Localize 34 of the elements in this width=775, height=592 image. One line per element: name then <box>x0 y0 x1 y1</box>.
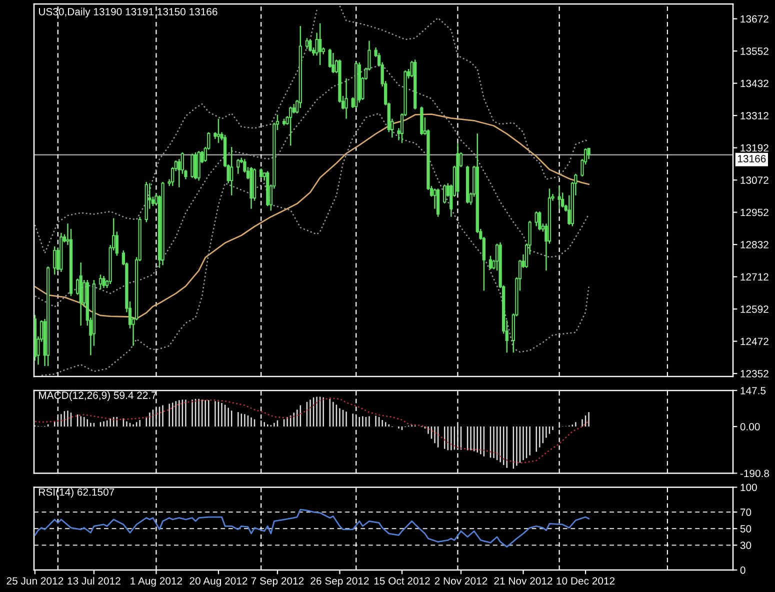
chart-title: US30,Daily 13190 13191 13150 13166 <box>39 8 218 18</box>
y-tick-label: -190.8 <box>740 470 770 478</box>
y-tick-label: 13552 <box>740 48 768 55</box>
y-tick-label: 13432 <box>740 80 768 88</box>
y-tick-label: 13072 <box>740 176 768 184</box>
y-tick-label: 13312 <box>740 112 768 120</box>
y-tick-label: 147.5 <box>740 387 766 394</box>
y-tick-label: 30 <box>740 542 752 550</box>
y-tick-label: 12472 <box>740 338 768 346</box>
x-tick-label: 1 Aug 2012 <box>130 577 182 587</box>
x-tick-label: 20 Aug 2012 <box>190 577 248 587</box>
y-tick-label: 100 <box>740 484 757 492</box>
x-tick-label: 2 Nov 2012 <box>434 577 488 585</box>
y-tick-label: 12592 <box>740 306 768 313</box>
y-tick-label: 70 <box>740 508 752 516</box>
y-tick-label: 13672 <box>740 15 768 23</box>
x-tick-label: 21 Nov 2012 <box>494 577 552 585</box>
chart-title: RSI(14) 62.1507 <box>39 488 114 498</box>
x-tick-label: 10 Dec 2012 <box>556 577 615 585</box>
y-tick-label: 0 <box>740 566 746 574</box>
y-tick-label: 12952 <box>740 208 768 216</box>
x-tick-label: 15 Oct 2012 <box>374 577 430 585</box>
y-tick-label: 12352 <box>740 370 768 378</box>
y-tick-label: 12832 <box>740 241 768 248</box>
y-tick-label: 12712 <box>740 273 768 281</box>
x-tick-label: 26 Sep 2012 <box>310 577 369 587</box>
chart-title: MACD(12,26,9) 59.4 22.7 <box>39 391 156 401</box>
y-tick-label: 13192 <box>740 144 768 152</box>
x-tick-label: 13 Jul 2012 <box>68 576 120 585</box>
x-tick-label: 7 Sep 2012 <box>251 577 304 587</box>
ref-line-label: 13166 <box>738 155 766 162</box>
y-tick-label: 50 <box>740 525 752 532</box>
y-tick-label: 0.00 <box>740 423 760 430</box>
x-tick-label: 25 Jun 2012 <box>6 577 64 585</box>
